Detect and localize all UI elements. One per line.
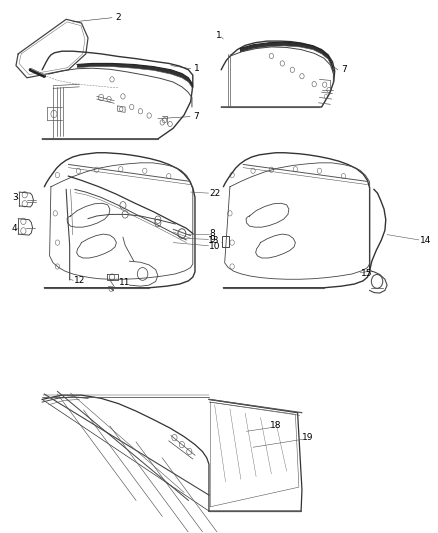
Text: 19: 19 bbox=[302, 433, 313, 442]
Text: 7: 7 bbox=[194, 112, 199, 121]
Text: 14: 14 bbox=[420, 237, 431, 246]
Text: 7: 7 bbox=[341, 66, 347, 74]
Text: 13: 13 bbox=[208, 237, 220, 246]
Text: 18: 18 bbox=[270, 422, 282, 431]
Text: 4: 4 bbox=[11, 224, 17, 233]
Text: 9: 9 bbox=[209, 236, 215, 245]
Text: 1: 1 bbox=[194, 64, 200, 73]
Text: 2: 2 bbox=[116, 13, 121, 22]
Polygon shape bbox=[240, 42, 333, 75]
Text: 15: 15 bbox=[361, 269, 372, 278]
Bar bbox=[222, 236, 229, 247]
Text: 11: 11 bbox=[119, 278, 130, 287]
Text: 12: 12 bbox=[74, 276, 85, 285]
Text: 10: 10 bbox=[209, 243, 221, 252]
Text: 8: 8 bbox=[209, 229, 215, 238]
Text: 22: 22 bbox=[209, 189, 221, 198]
Text: 1: 1 bbox=[216, 31, 222, 40]
Text: 3: 3 bbox=[12, 193, 18, 202]
Polygon shape bbox=[77, 63, 193, 91]
